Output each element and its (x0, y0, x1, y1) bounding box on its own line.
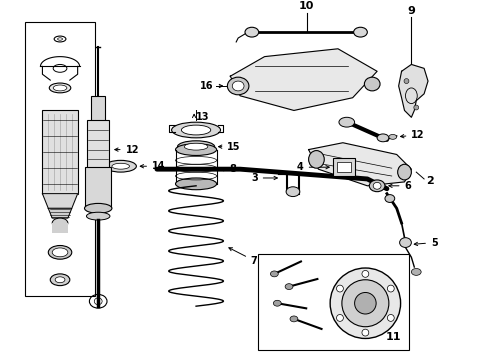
Bar (333, 158, 355, 176)
Ellipse shape (309, 150, 324, 168)
Ellipse shape (232, 81, 244, 91)
Ellipse shape (337, 315, 343, 321)
Bar (91, 96, 105, 125)
Ellipse shape (330, 268, 401, 338)
Ellipse shape (362, 329, 369, 336)
Ellipse shape (388, 285, 394, 292)
Ellipse shape (58, 38, 63, 40)
Ellipse shape (362, 270, 369, 277)
Ellipse shape (184, 143, 208, 150)
Ellipse shape (177, 141, 215, 153)
Ellipse shape (273, 300, 281, 306)
Ellipse shape (369, 180, 385, 192)
Bar (52, 223, 68, 233)
Ellipse shape (105, 160, 136, 172)
Ellipse shape (388, 315, 394, 321)
Bar (337, 162, 351, 172)
Ellipse shape (53, 85, 67, 91)
Ellipse shape (339, 117, 355, 127)
Ellipse shape (181, 125, 211, 135)
Text: 10: 10 (299, 1, 315, 11)
Ellipse shape (373, 183, 381, 189)
Polygon shape (230, 49, 377, 111)
Text: 13: 13 (196, 112, 210, 122)
Ellipse shape (355, 292, 376, 314)
Bar (258, 254, 410, 350)
Ellipse shape (365, 77, 380, 91)
Ellipse shape (286, 187, 300, 197)
Text: 16: 16 (200, 81, 214, 91)
Polygon shape (399, 64, 428, 117)
Text: 7: 7 (229, 248, 258, 266)
Text: 12: 12 (115, 145, 139, 154)
Ellipse shape (172, 122, 220, 138)
Ellipse shape (412, 269, 421, 275)
Ellipse shape (290, 316, 298, 322)
Text: 9: 9 (407, 5, 416, 15)
Ellipse shape (86, 212, 110, 220)
Bar (43, 111, 77, 194)
Ellipse shape (227, 77, 249, 95)
Ellipse shape (52, 218, 68, 228)
Ellipse shape (52, 248, 68, 257)
Text: 12: 12 (400, 130, 425, 140)
Ellipse shape (404, 78, 409, 84)
Ellipse shape (55, 277, 65, 283)
Ellipse shape (414, 105, 419, 110)
Text: 11: 11 (386, 332, 402, 342)
Text: 15: 15 (219, 141, 241, 152)
Ellipse shape (175, 144, 217, 156)
Ellipse shape (245, 27, 259, 37)
Bar (85, 167, 111, 208)
Ellipse shape (398, 164, 412, 180)
Ellipse shape (354, 27, 368, 37)
Ellipse shape (337, 285, 343, 292)
Ellipse shape (175, 178, 217, 190)
Text: 2: 2 (426, 176, 434, 186)
Text: 5: 5 (414, 238, 438, 248)
Polygon shape (49, 208, 72, 218)
Text: 6: 6 (389, 181, 411, 191)
Polygon shape (309, 143, 412, 186)
Ellipse shape (84, 203, 112, 213)
Bar (87, 120, 109, 169)
Ellipse shape (385, 195, 395, 202)
Text: 14: 14 (140, 161, 166, 171)
Ellipse shape (389, 134, 397, 139)
Text: 3: 3 (251, 173, 277, 183)
Ellipse shape (49, 246, 72, 259)
Ellipse shape (400, 238, 412, 247)
Bar (25, 22, 95, 296)
Polygon shape (43, 194, 77, 208)
Ellipse shape (377, 134, 389, 142)
Ellipse shape (342, 280, 389, 327)
Text: 1: 1 (101, 154, 109, 165)
Ellipse shape (49, 83, 71, 93)
Text: 4: 4 (297, 162, 329, 172)
Text: 8: 8 (220, 164, 236, 174)
Ellipse shape (50, 274, 70, 285)
Ellipse shape (112, 163, 129, 169)
Ellipse shape (270, 271, 278, 277)
Ellipse shape (285, 284, 293, 289)
